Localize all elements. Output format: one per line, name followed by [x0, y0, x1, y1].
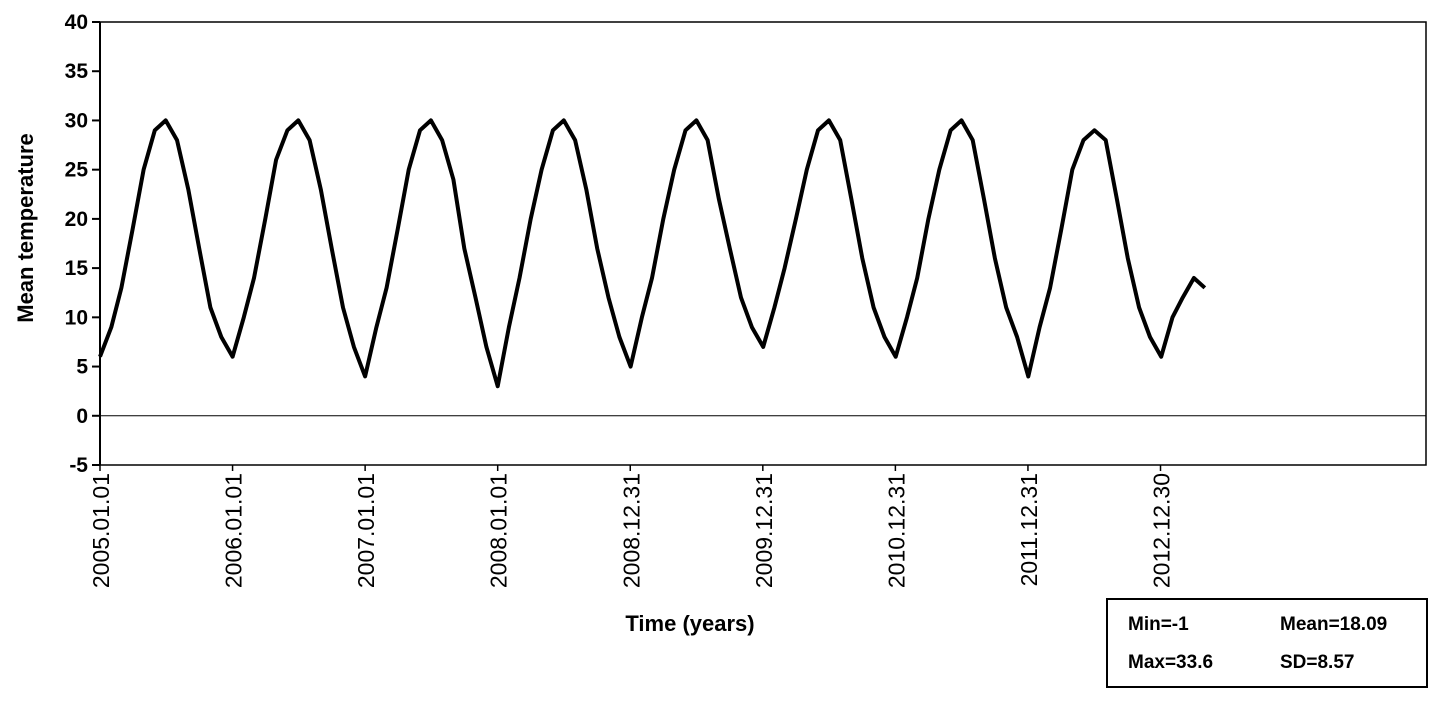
y-tick-label: 20: [65, 208, 88, 231]
y-axis-ticks: -5 0 5 10 15 20 25 30 35 40: [65, 11, 100, 477]
y-tick-label: 10: [65, 306, 88, 329]
x-tick-label: 2009.12.31: [751, 473, 777, 588]
y-tick-label: 35: [65, 60, 89, 83]
x-tick-label: 2011.12.31: [1016, 473, 1042, 586]
y-tick-label: 30: [65, 109, 88, 132]
stat-mean: Mean=18.09: [1280, 614, 1388, 635]
y-tick-label: 0: [76, 405, 88, 428]
y-tick-label: 40: [65, 11, 88, 34]
y-tick-label: 5: [76, 356, 88, 379]
x-axis-ticks: 2005.01.01 2006.01.01 2007.01.01 2008.01.01…: [88, 465, 1175, 588]
y-tick-label: 15: [65, 257, 89, 280]
x-tick-label: 2008.12.31: [618, 473, 644, 588]
y-tick-label: -5: [69, 454, 88, 477]
x-tick-label: 2006.01.01: [221, 473, 247, 588]
plot-frame: [99, 21, 1427, 466]
stats-box: Min=-1 Mean=18.09 Max=33.6 SD=8.57: [1106, 598, 1428, 688]
x-tick-label: 2005.01.01: [88, 473, 114, 588]
temperature-series-line: [98, 118, 1207, 389]
x-tick-label: 2010.12.31: [883, 473, 909, 588]
y-axis-title: Mean temperature: [13, 133, 38, 323]
stat-min: Min=-1: [1128, 614, 1189, 635]
x-tick-label: 2007.01.01: [353, 473, 379, 588]
x-axis-title: Time (years): [625, 611, 754, 636]
x-tick-label: 2008.01.01: [486, 473, 512, 588]
stat-sd: SD=8.57: [1280, 652, 1355, 673]
stat-max: Max=33.6: [1128, 652, 1214, 673]
x-tick-label: 2012.12.30: [1149, 473, 1175, 588]
y-tick-label: 25: [65, 159, 89, 182]
